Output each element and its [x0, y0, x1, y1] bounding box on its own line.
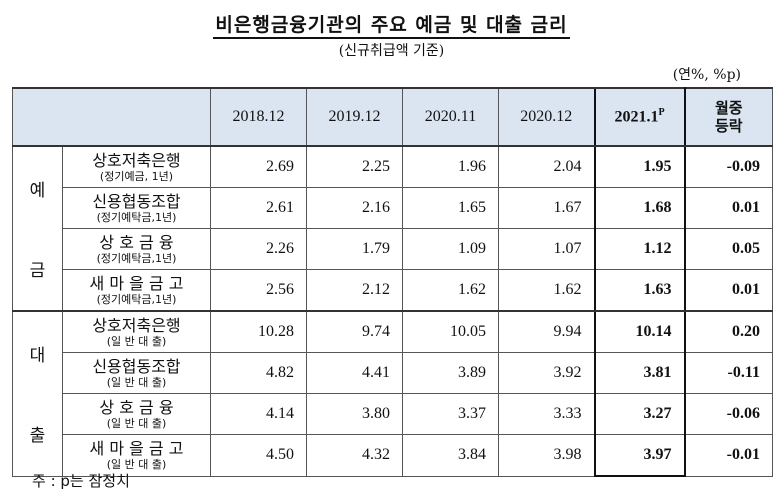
institution-cell: 신용협동조합 (정기예탁금,1년)	[62, 187, 211, 229]
col-header-2020-12: 2020.12	[498, 87, 595, 147]
header-row: 2018.12 2019.12 2020.11 2020.12 2021.1P …	[12, 87, 773, 147]
table-row: 신용협동조합 (정기예탁금,1년) 2.61 2.16 1.65 1.67 1.68 0.01	[13, 187, 773, 229]
institution-cell: 상 호 금 융 (정기예탁금,1년)	[62, 228, 211, 270]
col-header-2020-11: 2020.11	[402, 87, 499, 147]
institution-name: 새 마 을 금 고	[89, 273, 184, 293]
rate-value-cell: 2.25	[306, 145, 403, 188]
rate-value-cell: 1.79	[306, 228, 403, 270]
rate-value-cell: 3.92	[498, 352, 595, 394]
institution-name: 신용협동조합	[92, 191, 181, 211]
institution-name: 상호저축은행	[92, 150, 181, 170]
institution-product: (정기예탁금,1년)	[96, 251, 177, 265]
table-row: 예 금 상호저축은행 (정기예금, 1년) 2.69 2.25 1.96 2.04 1.95 -0…	[12, 145, 773, 312]
table-row: 상 호 금 융 (정기예탁금,1년) 2.26 1.79 1.09 1.07 1.12 0.0…	[13, 228, 773, 270]
rate-value-cell: 1.12	[593, 228, 686, 270]
institution-cell: 상 호 금 융 (일 반 대 출)	[62, 393, 211, 435]
rate-value-cell: 1.65	[402, 187, 499, 229]
col-header-2021-1: 2021.1P	[593, 87, 686, 147]
change-value-cell: 0.20	[684, 310, 773, 353]
institution-cell: 신용협동조합 (일 반 대 출)	[62, 352, 211, 394]
table-title: 비은행금융기관의 주요 예금 및 대출 금리	[0, 10, 783, 39]
header-corner	[12, 87, 211, 147]
rate-value-cell: 1.63	[593, 269, 686, 312]
interest-rate-table: 2018.12 2019.12 2020.11 2020.12 2021.1P …	[12, 87, 773, 477]
institution-product: (일 반 대 출)	[106, 334, 167, 348]
rate-value-cell: 9.74	[306, 310, 403, 353]
rate-value-cell: 1.67	[498, 187, 595, 229]
rate-value-cell: 1.96	[402, 145, 499, 188]
group-label-top: 예	[29, 181, 46, 201]
rate-value-cell: 3.27	[593, 393, 686, 435]
change-value-cell: -0.01	[684, 434, 773, 477]
rate-value-cell: 2.12	[306, 269, 403, 312]
col-header-monthly-change: 월중 등락	[684, 87, 773, 147]
rate-value-cell: 2.16	[306, 187, 403, 229]
table-subtitle: (신규취급액 기준)	[338, 43, 445, 59]
group-label-bottom: 금	[29, 261, 46, 281]
institution-product: (정기예금, 1년)	[99, 169, 174, 183]
institution-name: 상호저축은행	[92, 315, 181, 335]
rate-value-cell: 2.56	[210, 269, 307, 312]
rate-value-cell: 3.33	[498, 393, 595, 435]
rate-value-cell: 1.68	[593, 187, 686, 229]
change-value-cell: -0.09	[684, 145, 773, 188]
rate-value-cell: 1.95	[593, 145, 686, 188]
institution-name: 새 마 을 금 고	[89, 438, 184, 458]
rate-value-cell: 2.69	[210, 145, 307, 188]
rate-value-cell: 4.14	[210, 393, 307, 435]
unit-label: (연%, %p)	[672, 67, 741, 83]
institution-cell: 새 마 을 금 고 (정기예탁금,1년)	[62, 269, 211, 312]
rate-value-cell: 9.94	[498, 310, 595, 353]
table-row: 신용협동조합 (일 반 대 출) 4.82 4.41 3.89 3.92 3.81 -0.11	[13, 352, 773, 394]
institution-product: (정기예탁금,1년)	[96, 210, 177, 224]
table-row: 상 호 금 융 (일 반 대 출) 4.14 3.80 3.37 3.33 3.27 -0.0…	[13, 393, 773, 435]
rate-value-cell: 2.26	[210, 228, 307, 270]
rate-value-cell: 10.05	[402, 310, 499, 353]
footnote: 주 : p는 잠정치	[32, 472, 130, 490]
rate-value-cell: 3.81	[593, 352, 686, 394]
change-value-cell: 0.05	[684, 228, 773, 270]
institution-product: (정기예탁금,1년)	[96, 292, 177, 306]
group-label-bottom: 출	[29, 426, 46, 447]
rate-value-cell: 3.98	[498, 434, 595, 477]
rate-value-cell: 1.09	[402, 228, 499, 270]
rate-value-cell: 2.04	[498, 145, 595, 188]
institution-cell: 상호저축은행 (일 반 대 출)	[62, 310, 211, 353]
institution-name: 신용협동조합	[92, 356, 181, 376]
rate-value-cell: 3.37	[402, 393, 499, 435]
col-header-2018-12: 2018.12	[210, 87, 307, 147]
institution-name: 상 호 금 융	[99, 232, 174, 252]
rate-value-cell: 2.61	[210, 187, 307, 229]
rate-value-cell: 1.62	[402, 269, 499, 312]
rate-value-cell: 1.07	[498, 228, 595, 270]
rate-value-cell: 3.84	[402, 434, 499, 477]
col-header-2019-12: 2019.12	[306, 87, 403, 147]
rate-value-cell: 10.14	[593, 310, 686, 353]
rate-value-cell: 4.32	[306, 434, 403, 477]
rate-value-cell: 4.41	[306, 352, 403, 394]
institution-product: (일 반 대 출)	[106, 375, 167, 389]
change-value-cell: -0.06	[684, 393, 773, 435]
institution-product: (일 반 대 출)	[106, 416, 167, 430]
rate-value-cell: 3.80	[306, 393, 403, 435]
institution-cell: 상호저축은행 (정기예금, 1년)	[62, 145, 211, 188]
institution-product: (일 반 대 출)	[106, 457, 167, 471]
table-row: 새 마 을 금 고 (정기예탁금,1년) 2.56 2.12 1.62 1.62 1.63 0…	[13, 269, 773, 312]
institution-cell: 새 마 을 금 고 (일 반 대 출)	[62, 434, 211, 477]
change-value-cell: 0.01	[684, 187, 773, 229]
change-value-cell: -0.11	[684, 352, 773, 394]
rate-value-cell: 3.89	[402, 352, 499, 394]
table-row: 대 출 상호저축은행 (일 반 대 출) 10.28 9.74 10.05 9.94 10.14…	[12, 310, 773, 477]
rate-value-cell: 4.82	[210, 352, 307, 394]
rate-value-cell: 4.50	[210, 434, 307, 477]
institution-name: 상 호 금 융	[99, 397, 174, 417]
table-row: 새 마 을 금 고 (일 반 대 출) 4.50 4.32 3.84 3.98 3.97 -0…	[13, 434, 773, 477]
change-value-cell: 0.01	[684, 269, 773, 312]
rate-value-cell: 3.97	[593, 434, 686, 477]
group-label-top: 대	[29, 346, 46, 367]
rate-value-cell: 1.62	[498, 269, 595, 312]
rate-value-cell: 10.28	[210, 310, 307, 353]
